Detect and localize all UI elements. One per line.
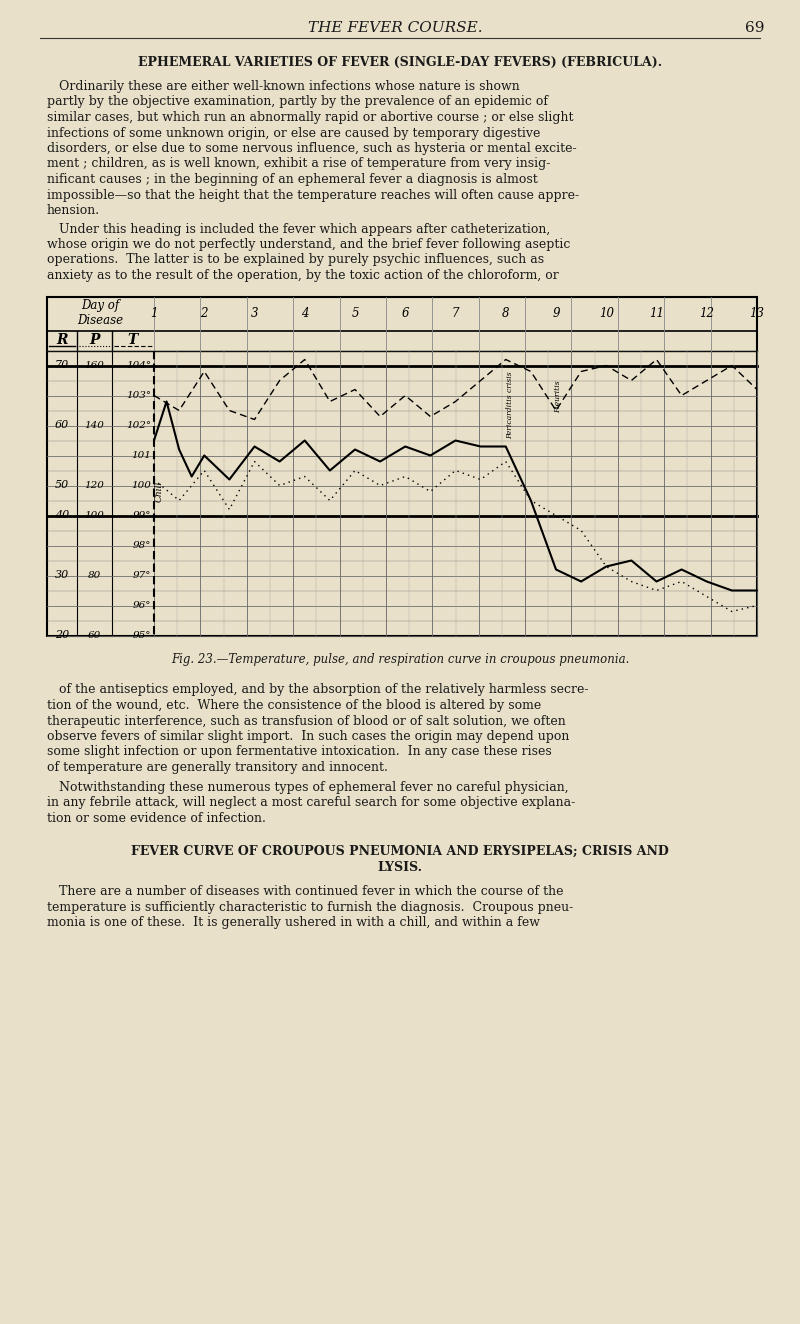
Text: nificant causes ; in the beginning of an ephemeral fever a diagnosis is almost: nificant causes ; in the beginning of an… <box>47 173 538 185</box>
Text: in any febrile attack, will neglect a most careful search for some objective exp: in any febrile attack, will neglect a mo… <box>47 796 575 809</box>
Text: some slight infection or upon fermentative intoxication.  In any case these rise: some slight infection or upon fermentati… <box>47 745 552 759</box>
Text: 3: 3 <box>250 307 258 320</box>
Text: 7: 7 <box>452 307 459 320</box>
Text: 100: 100 <box>85 511 105 520</box>
Text: partly by the objective examination, partly by the prevalence of an epidemic of: partly by the objective examination, par… <box>47 95 548 109</box>
Text: EPHEMERAL VARIETIES OF FEVER (SINGLE-DAY FEVERS) (FEBRICULA).: EPHEMERAL VARIETIES OF FEVER (SINGLE-DAY… <box>138 56 662 69</box>
Text: R: R <box>56 334 68 347</box>
Text: FEVER CURVE OF CROUPOUS PNEUMONIA AND ERYSIPELAS; CRISIS AND: FEVER CURVE OF CROUPOUS PNEUMONIA AND ER… <box>131 845 669 858</box>
Text: Notwithstanding these numerous types of ephemeral fever no careful physician,: Notwithstanding these numerous types of … <box>47 781 569 793</box>
Text: 80: 80 <box>88 571 101 580</box>
Text: 160: 160 <box>85 361 105 369</box>
Text: 20: 20 <box>55 630 69 641</box>
Text: Fig. 23.—Temperature, pulse, and respiration curve in croupous pneumonia.: Fig. 23.—Temperature, pulse, and respira… <box>171 654 629 666</box>
Text: LYSIS.: LYSIS. <box>378 861 422 874</box>
Text: whose origin we do not perfectly understand, and the brief fever following asept: whose origin we do not perfectly underst… <box>47 238 570 252</box>
Text: 60: 60 <box>55 421 69 430</box>
Text: 6: 6 <box>402 307 409 320</box>
Text: 12: 12 <box>699 307 714 320</box>
Text: 120: 120 <box>85 481 105 490</box>
Text: 13: 13 <box>750 307 765 320</box>
Text: THE FEVER COURSE.: THE FEVER COURSE. <box>308 21 482 34</box>
Text: hension.: hension. <box>47 204 100 217</box>
Text: Under this heading is included the fever which appears after catheterization,: Under this heading is included the fever… <box>47 222 550 236</box>
Text: Ordinarily these are either well-known infections whose nature is shown: Ordinarily these are either well-known i… <box>47 79 520 93</box>
Text: 30: 30 <box>55 571 69 580</box>
Text: of the antiseptics employed, and by the absorption of the relatively harmless se: of the antiseptics employed, and by the … <box>47 683 589 696</box>
Text: There are a number of diseases with continued fever in which the course of the: There are a number of diseases with cont… <box>47 884 563 898</box>
Text: 50: 50 <box>55 481 69 490</box>
Text: 69: 69 <box>746 21 765 34</box>
Text: impossible—so that the height that the temperature reaches will often cause appr: impossible—so that the height that the t… <box>47 188 579 201</box>
Text: 96°: 96° <box>133 601 151 610</box>
Text: 100: 100 <box>131 481 151 490</box>
Text: 4: 4 <box>301 307 309 320</box>
Text: Pleuritis: Pleuritis <box>554 380 562 413</box>
Text: observe fevers of similar slight import.  In such cases the origin may depend up: observe fevers of similar slight import.… <box>47 730 570 743</box>
Text: T: T <box>128 334 138 347</box>
Text: operations.  The latter is to be explained by purely psychic influences, such as: operations. The latter is to be explaine… <box>47 253 544 266</box>
Text: 104°: 104° <box>126 361 151 369</box>
Text: 101: 101 <box>131 451 151 459</box>
Text: similar cases, but which run an abnormally rapid or abortive course ; or else sl: similar cases, but which run an abnormal… <box>47 111 574 124</box>
Text: disorders, or else due to some nervous influence, such as hysteria or mental exc: disorders, or else due to some nervous i… <box>47 142 577 155</box>
Text: 98°: 98° <box>133 542 151 549</box>
Text: 2: 2 <box>201 307 208 320</box>
Text: temperature is sufficiently characteristic to furnish the diagnosis.  Croupous p: temperature is sufficiently characterist… <box>47 900 574 914</box>
Text: Day of
Disease: Day of Disease <box>78 299 123 327</box>
Text: anxiety as to the result of the operation, by the toxic action of the chloroform: anxiety as to the result of the operatio… <box>47 269 558 282</box>
Text: 103°: 103° <box>126 391 151 400</box>
Text: 8: 8 <box>502 307 510 320</box>
Text: Pericarditis crisis: Pericarditis crisis <box>506 372 514 440</box>
Text: 9: 9 <box>552 307 560 320</box>
Text: 70: 70 <box>55 360 69 371</box>
Text: 102°: 102° <box>126 421 151 430</box>
Text: ment ; children, as is well known, exhibit a rise of temperature from very insig: ment ; children, as is well known, exhib… <box>47 158 550 171</box>
Text: therapeutic interference, such as transfusion of blood or of salt solution, we o: therapeutic interference, such as transf… <box>47 715 566 727</box>
Text: 60: 60 <box>88 632 101 639</box>
Text: 10: 10 <box>598 307 614 320</box>
Text: 1: 1 <box>150 307 158 320</box>
Text: Chill: Chill <box>154 481 163 502</box>
Text: P: P <box>90 334 100 347</box>
Text: 95°: 95° <box>133 632 151 639</box>
Text: 99°: 99° <box>133 511 151 520</box>
Text: infections of some unknown origin, or else are caused by temporary digestive: infections of some unknown origin, or el… <box>47 127 540 139</box>
Text: of temperature are generally transitory and innocent.: of temperature are generally transitory … <box>47 761 388 775</box>
Text: 97°: 97° <box>133 571 151 580</box>
Text: 11: 11 <box>649 307 664 320</box>
Text: tion or some evidence of infection.: tion or some evidence of infection. <box>47 812 266 825</box>
Text: monia is one of these.  It is generally ushered in with a chill, and within a fe: monia is one of these. It is generally u… <box>47 916 540 929</box>
Text: 140: 140 <box>85 421 105 430</box>
Text: tion of the wound, etc.  Where the consistence of the blood is altered by some: tion of the wound, etc. Where the consis… <box>47 699 542 712</box>
Text: 5: 5 <box>351 307 358 320</box>
Text: 40: 40 <box>55 511 69 520</box>
